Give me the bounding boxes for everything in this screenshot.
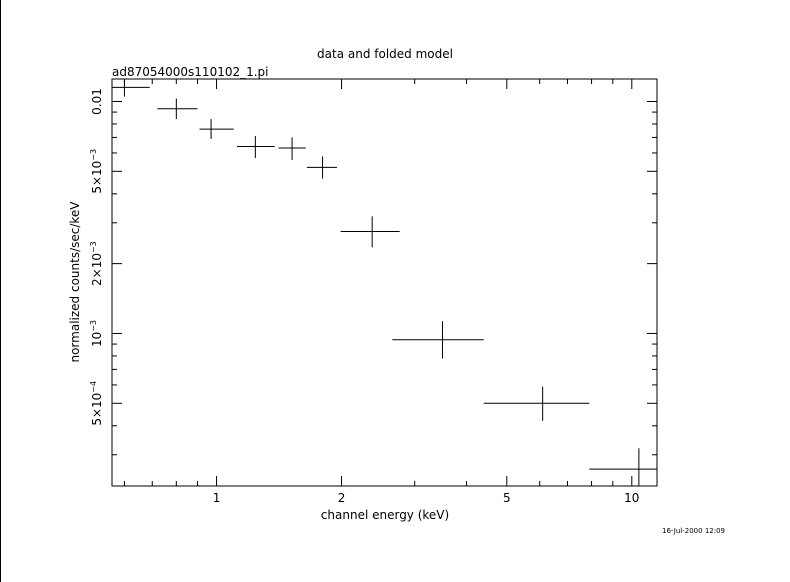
x-tick-label: 10 — [624, 491, 639, 505]
data-point-4 — [236, 135, 275, 159]
data-point-1 — [112, 79, 150, 97]
y-tick-label-base: 10 — [90, 332, 104, 347]
y-tick-label: 5×10−4 — [89, 381, 104, 426]
window-edge — [0, 0, 1, 582]
y-tick-label: 2×10−3 — [89, 241, 104, 286]
y-tick-label-exponent: −3 — [89, 149, 98, 161]
data-point-3 — [199, 119, 234, 139]
data-point-5 — [278, 137, 306, 160]
data-point-7 — [340, 216, 400, 248]
data-point-6 — [306, 156, 337, 179]
x-tick-label: 1 — [213, 491, 221, 505]
y-tick-label: 10−3 — [89, 320, 104, 347]
x-tick-label: 2 — [338, 491, 346, 505]
y-tick-label-base: 5×10 — [90, 393, 104, 426]
y-axis-label: normalized counts/sec/keV — [68, 201, 82, 363]
y-tick-label-base: 0.01 — [90, 88, 104, 115]
data-point-10 — [589, 448, 657, 486]
data-point-9 — [483, 386, 590, 421]
plot-frame — [111, 78, 658, 487]
y-tick-label-exponent: −3 — [89, 241, 98, 253]
data-point-8 — [392, 321, 484, 359]
data-point-2 — [157, 98, 198, 120]
chart-title: data and folded model — [317, 47, 453, 61]
x-tick-label: 5 — [503, 491, 511, 505]
data-points — [112, 79, 657, 486]
y-tick-label-exponent: −4 — [89, 381, 98, 393]
x-axis: 1 2 5 10 — [123, 79, 639, 505]
y-tick-label-base: 2×10 — [90, 253, 104, 286]
chart-subtitle: ad87054000s110102_1.pi — [112, 65, 269, 79]
x-axis-label: channel energy (keV) — [321, 508, 449, 522]
timestamp: 16-Jul-2000 12:09 — [662, 527, 725, 535]
y-axis: 5×10−410−32×10−35×10−30.01 — [89, 88, 657, 456]
y-tick-label-exponent: −3 — [89, 320, 98, 332]
y-tick-label: 5×10−3 — [89, 149, 104, 194]
y-tick-label: 0.01 — [90, 88, 104, 115]
y-tick-label-base: 5×10 — [90, 161, 104, 194]
